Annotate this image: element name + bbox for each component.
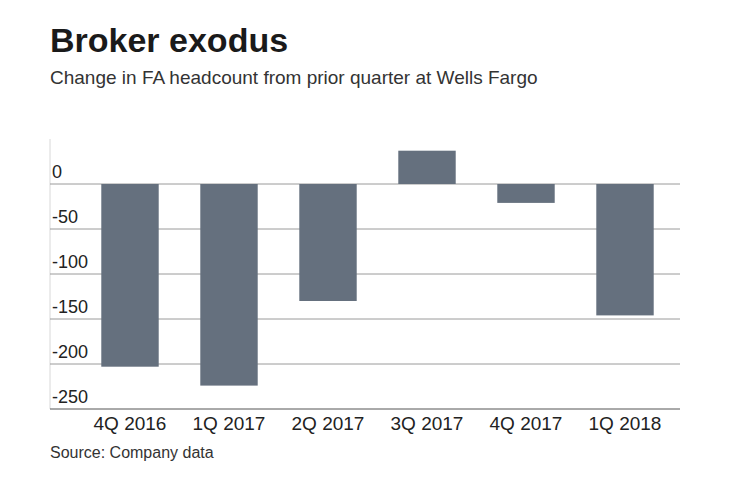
bar (398, 151, 455, 184)
grid-line (50, 409, 680, 410)
bar (596, 184, 653, 315)
y-tick-label: -50 (52, 207, 78, 227)
x-tick-label: 1Q 2017 (193, 413, 266, 434)
bar (101, 184, 158, 367)
bar (200, 184, 257, 386)
subtitle: Change in FA headcount from prior quarte… (50, 67, 538, 88)
bar (299, 184, 356, 301)
grid (50, 184, 680, 409)
x-tick-label: 3Q 2017 (391, 413, 464, 434)
x-tick-label: 4Q 2016 (94, 413, 167, 434)
x-tick-label: 1Q 2018 (589, 413, 662, 434)
title: Broker exodus (50, 21, 288, 59)
y-tick-label: -250 (52, 387, 88, 407)
y-tick-label: 0 (52, 162, 62, 182)
y-tick-label: -200 (52, 342, 88, 362)
chart: Broker exodus Change in FA headcount from… (0, 0, 740, 482)
x-tick-label: 2Q 2017 (292, 413, 365, 434)
bar (497, 184, 554, 203)
y-tick-label: -150 (52, 297, 88, 317)
source: Source: Company data (50, 444, 214, 461)
x-tick-label: 4Q 2017 (490, 413, 563, 434)
bars (101, 151, 653, 386)
y-tick-label: -100 (52, 252, 88, 272)
